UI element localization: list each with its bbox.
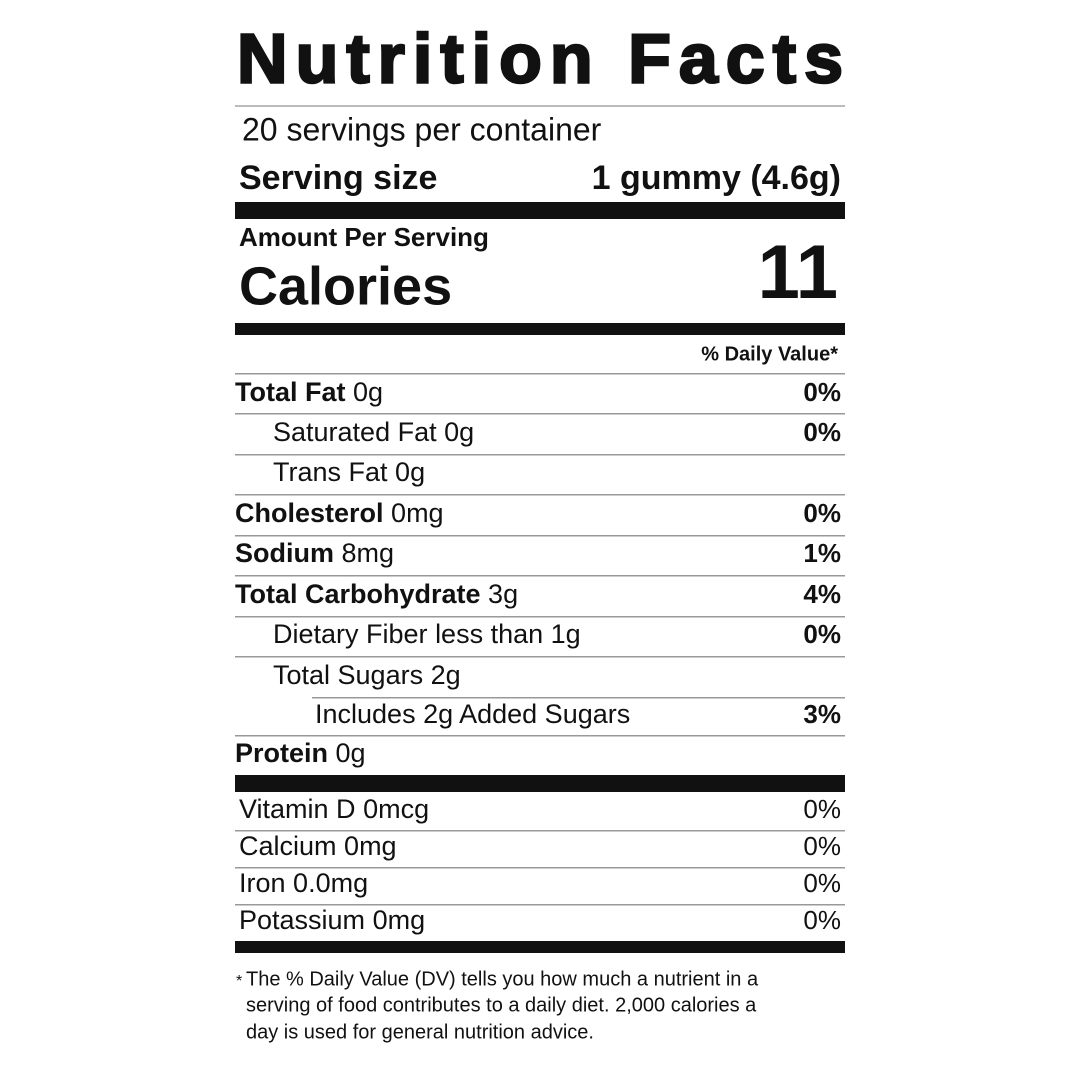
vitamin-row: Calcium 0mg [239,831,397,861]
nutrient-row: Trans Fat 0g [273,457,425,487]
row-rule [235,656,845,658]
row-rule [235,373,845,375]
nutrient-amount: 3g [488,579,518,609]
nutrient-row: Total Fat 0g [235,377,383,407]
row-rule [235,735,845,737]
row-rule [235,616,845,618]
row-rule [235,830,845,832]
daily-value-header: % Daily Value* [701,343,838,365]
servings: 20 servings per container [242,111,602,147]
nutrient-name: Total Sugars [273,660,423,690]
amount-heading: Amount Per Serving [239,222,489,252]
nutrient-amount: 0g [353,377,383,407]
nutrient-row: Dietary Fiber less than 1g [273,619,581,649]
nutrient-row: Saturated Fat 0g [273,417,474,447]
nutrient-row: Total Carbohydrate 3g [235,579,518,609]
nutrient-amount: 0g [444,417,474,447]
nutrient-name: Cholesterol [235,498,384,528]
nutrient-dv: 3% [803,699,841,729]
nutrient-name: Sodium [235,538,334,568]
footnote-line: day is used for general nutrition advice… [246,1021,594,1043]
vitamin-dv: 0% [803,868,841,898]
row-rule [235,535,845,537]
serving-size-value: 1 gummy (4.6g) [592,159,841,197]
nutrient-row: Cholesterol 0mg [235,498,444,528]
nutrient-name: Saturated Fat [273,417,437,447]
thick-rule [235,323,845,335]
row-rule [235,575,845,577]
nutrient-dv: 0% [803,417,841,447]
footnote-line: serving of food contributes to a daily d… [246,994,757,1016]
serving-size-label: Serving size [239,159,437,197]
vitamin-dv: 0% [803,905,841,935]
nutrient-row: Total Sugars 2g [273,660,461,690]
vitamin-amount: 0mg [373,905,426,935]
vitamin-name: Vitamin D [239,794,356,824]
title: Nutrition Facts [237,19,843,97]
vitamin-row: Iron 0.0mg [239,868,368,898]
nutrient-name: Protein [235,738,328,768]
vitamin-name: Iron [239,868,286,898]
row-rule [235,454,845,456]
footnote-marker: * [236,973,242,990]
nutrient-name: Total Fat [235,377,346,407]
nutrient-dv: 4% [803,579,841,609]
nutrient-name: Total Carbohydrate [235,579,481,609]
row-rule [235,494,845,496]
nutrient-amount: 0g [395,457,425,487]
nutrient-row: Includes 2g Added Sugars [315,699,630,729]
nutrient-name: Dietary Fiber [273,619,428,649]
nutrient-dv: 0% [803,619,841,649]
row-rule [235,867,845,869]
vitamin-amount: 0mg [344,831,397,861]
vitamin-amount: 0.0mg [293,868,368,898]
nutrient-name: Includes 2g Added Sugars [315,699,630,729]
vitamin-dv: 0% [803,831,841,861]
nutrient-amount: 0mg [391,498,444,528]
vitamin-name: Calcium [239,831,337,861]
nutrient-dv: 0% [803,377,841,407]
vitamin-row: Potassium 0mg [239,905,425,935]
nutrient-dv: 1% [803,538,841,568]
thick-rule [235,202,845,219]
row-rule [312,697,845,699]
calories-value: 11 [758,230,838,315]
row-rule [235,413,845,415]
nutrient-row: Sodium 8mg [235,538,394,568]
vitamin-amount: 0mcg [363,794,429,824]
nutrient-amount: less than 1g [435,619,581,649]
thin-rule [235,105,845,107]
thick-rule [235,775,845,792]
nutrient-name: Trans Fat [273,457,388,487]
footnote-line: The % Daily Value (DV) tells you how muc… [246,968,759,990]
nutrient-amount: 2g [431,660,461,690]
nutrient-row: Protein 0g [235,738,366,768]
row-rule [235,904,845,906]
vitamin-dv: 0% [803,794,841,824]
vitamin-name: Potassium [239,905,365,935]
thick-rule [235,941,845,953]
nutrient-amount: 0g [336,738,366,768]
vitamin-row: Vitamin D 0mcg [239,794,429,824]
nutrient-dv: 0% [803,498,841,528]
calories-label: Calories [239,256,452,316]
nutrient-amount: 8mg [342,538,395,568]
